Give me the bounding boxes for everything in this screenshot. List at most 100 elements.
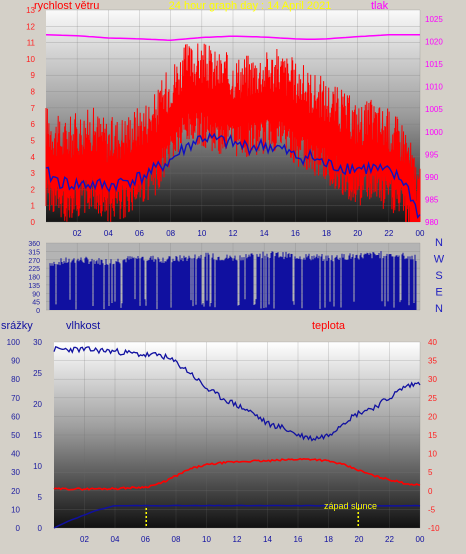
direction-y-tick-label: 0 xyxy=(36,308,40,315)
rain-y-tick-label: 40 xyxy=(11,450,20,459)
humidity-x-tick-label: 18 xyxy=(324,535,333,544)
wind-x-tick-label: 06 xyxy=(135,229,144,238)
compass-label: S xyxy=(435,270,442,282)
humidity-y-tick-label: 15 xyxy=(33,431,42,440)
humidity-x-tick-label: 10 xyxy=(202,535,211,544)
compass-label: E xyxy=(435,287,442,299)
temperature-y-tick-label: 15 xyxy=(428,431,437,440)
wind-x-tick-label: 04 xyxy=(104,229,113,238)
sunset-annotation: západ slunce xyxy=(324,501,377,511)
compass-label: N xyxy=(435,303,443,315)
rain-y-tick-label: 10 xyxy=(11,505,20,514)
rain-y-tick-label: 30 xyxy=(11,468,20,477)
rain-y-tick-label: 70 xyxy=(11,394,20,403)
direction-y-tick-label: 45 xyxy=(32,300,40,307)
wind-x-tick-label: 22 xyxy=(384,229,393,238)
direction-y-tick-label: 360 xyxy=(28,241,40,248)
pressure-y-tick-label: 1010 xyxy=(425,83,443,92)
wind-y-tick-label: 13 xyxy=(26,6,35,15)
pressure-series xyxy=(45,34,420,41)
temperature-y-tick-label: 40 xyxy=(428,338,437,347)
humidity-series xyxy=(53,345,421,442)
temperature-y-tick-label: 35 xyxy=(428,357,437,366)
humidity-y-tick-label: 10 xyxy=(33,462,42,471)
wind-base-series xyxy=(45,132,421,220)
direction-y-tick-label: 135 xyxy=(28,283,40,290)
humidity-y-tick-label: 20 xyxy=(33,400,42,409)
wind-y-tick-label: 8 xyxy=(31,88,36,97)
direction-y-tick-label: 225 xyxy=(28,266,40,273)
temperature-y-tick-label: 30 xyxy=(428,375,437,384)
rain-axis-label: srážky xyxy=(1,320,33,332)
pressure-y-tick-label: 1015 xyxy=(425,60,443,69)
direction-y-tick-label: 315 xyxy=(28,249,40,256)
rain-y-tick-label: 20 xyxy=(11,487,20,496)
pressure-y-tick-label: 1020 xyxy=(425,38,443,47)
rain-y-tick-label: 90 xyxy=(11,357,20,366)
humidity-x-tick-label: 20 xyxy=(355,535,364,544)
wind-y-tick-label: 12 xyxy=(26,22,35,31)
humidity-y-tick-label: 5 xyxy=(38,493,43,502)
humidity-x-tick-label: 02 xyxy=(80,535,89,544)
wind-y-tick-label: 10 xyxy=(26,55,35,64)
rain-y-tick-label: 0 xyxy=(16,524,21,533)
humidity-axis-label: vlhkost xyxy=(66,320,100,332)
humidity-x-tick-label: 04 xyxy=(111,535,120,544)
wind-x-tick-label: 02 xyxy=(73,229,82,238)
pressure-axis-label: tlak xyxy=(371,0,389,12)
temperature-y-tick-label: 20 xyxy=(428,412,437,421)
wind-y-tick-label: 7 xyxy=(31,104,36,113)
direction-y-tick-label: 90 xyxy=(32,291,40,298)
wind-x-tick-label: 18 xyxy=(322,229,331,238)
pressure-y-tick-label: 985 xyxy=(425,195,439,204)
wind-y-tick-label: 11 xyxy=(27,39,36,48)
wind-y-tick-label: 9 xyxy=(31,71,36,80)
humidity-y-tick-label: 25 xyxy=(33,369,42,378)
wind-x-tick-label: 00 xyxy=(416,229,425,238)
wind-y-tick-label: 0 xyxy=(31,218,36,227)
temperature-series xyxy=(53,457,421,491)
wind-x-tick-label: 08 xyxy=(166,229,175,238)
wind-x-tick-label: 10 xyxy=(197,229,206,238)
wind-y-tick-label: 6 xyxy=(31,120,36,129)
wind-x-tick-label: 14 xyxy=(260,229,269,238)
wind-x-tick-label: 12 xyxy=(229,229,238,238)
humidity-x-tick-label: 14 xyxy=(263,535,272,544)
wind-axis-label: rychlost větru xyxy=(34,0,99,12)
humidity-x-tick-label: 06 xyxy=(141,535,150,544)
rain-series xyxy=(53,504,421,529)
wind-x-tick-label: 16 xyxy=(291,229,300,238)
humidity-x-tick-label: 08 xyxy=(172,535,181,544)
humidity-x-tick-label: 12 xyxy=(233,535,242,544)
temperature-y-tick-label: 0 xyxy=(428,487,433,496)
humidity-y-tick-label: 0 xyxy=(38,524,43,533)
humidity-x-tick-label: 00 xyxy=(416,535,425,544)
pressure-y-tick-label: 1000 xyxy=(425,128,443,137)
pressure-y-tick-label: 995 xyxy=(425,150,439,159)
rain-y-tick-label: 50 xyxy=(11,431,20,440)
temperature-y-tick-label: 5 xyxy=(428,468,433,477)
rain-y-tick-label: 80 xyxy=(11,375,20,384)
pressure-y-tick-label: 980 xyxy=(425,218,439,227)
compass-label: W xyxy=(434,254,445,266)
wind-y-tick-label: 3 xyxy=(31,169,36,178)
wind-y-tick-label: 5 xyxy=(31,136,36,145)
temperature-y-tick-label: -5 xyxy=(428,505,436,514)
humidity-y-tick-label: 30 xyxy=(33,338,42,347)
temperature-axis-label: teplota xyxy=(312,320,346,332)
direction-y-tick-label: 180 xyxy=(28,275,40,282)
wind-y-tick-label: 2 xyxy=(31,185,36,194)
pressure-y-tick-label: 1025 xyxy=(425,15,443,24)
humidity-plot-area xyxy=(54,342,420,528)
temperature-y-tick-label: 10 xyxy=(428,450,437,459)
wind-x-tick-label: 20 xyxy=(353,229,362,238)
direction-y-tick-label: 270 xyxy=(28,258,40,265)
temperature-y-tick-label: -10 xyxy=(428,524,440,533)
chart-title: 24 hour graph day : 14 April 2021 xyxy=(169,0,332,12)
wind-y-tick-label: 4 xyxy=(31,153,36,162)
humidity-x-tick-label: 22 xyxy=(385,535,394,544)
compass-label: N xyxy=(435,237,443,249)
pressure-y-tick-label: 990 xyxy=(425,173,439,182)
